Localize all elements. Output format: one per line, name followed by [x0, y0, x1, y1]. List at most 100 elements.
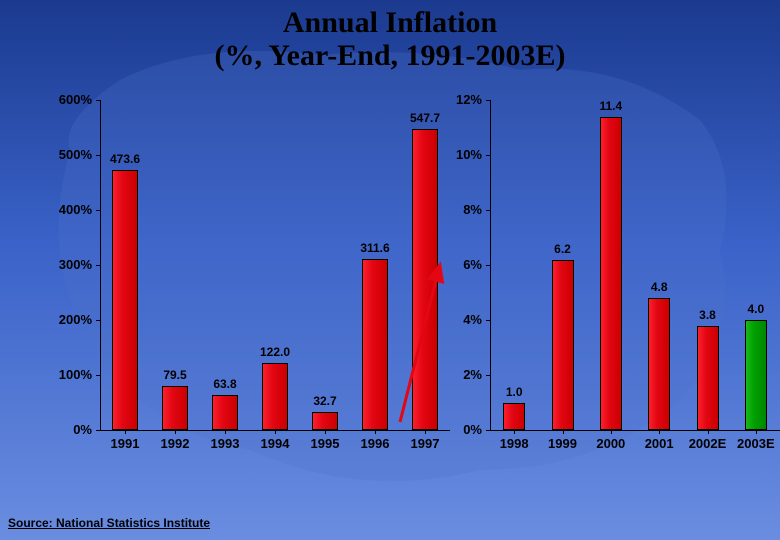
- y-tick-label: 600%: [59, 92, 92, 107]
- y-tick: [96, 210, 100, 211]
- x-tick: [175, 430, 176, 434]
- x-tick-label: 1994: [261, 436, 290, 451]
- title-line2: (%, Year-End, 1991-2003E): [0, 39, 780, 72]
- bar: [600, 117, 622, 431]
- bar: [552, 260, 574, 431]
- x-tick-label: 2003E: [737, 436, 775, 451]
- y-tick-label: 4%: [463, 312, 482, 327]
- y-axis: [100, 100, 101, 430]
- x-tick: [425, 430, 426, 434]
- bar-body: [312, 412, 338, 430]
- bar: [362, 259, 388, 430]
- y-tick: [96, 100, 100, 101]
- trend-arrow: [40, 100, 450, 460]
- y-tick-label: 200%: [59, 312, 92, 327]
- bar-body: [648, 298, 670, 430]
- x-tick-label: 1998: [500, 436, 529, 451]
- y-tick: [486, 375, 490, 376]
- charts-container: 0%100%200%300%400%500%600%473.6199179.51…: [40, 100, 760, 480]
- bar: [312, 412, 338, 430]
- x-axis: [490, 430, 780, 431]
- value-label: 122.0: [260, 345, 290, 359]
- y-tick: [96, 265, 100, 266]
- title-line1: Annual Inflation: [283, 6, 497, 39]
- source-label: Source: National Statistics Institute: [8, 516, 210, 530]
- value-label: 63.8: [213, 377, 236, 391]
- value-label: 1.0: [506, 385, 523, 399]
- x-tick: [225, 430, 226, 434]
- bar: [212, 395, 238, 430]
- bar-body: [745, 320, 767, 430]
- value-label: 3.8: [699, 308, 716, 322]
- y-tick: [486, 210, 490, 211]
- x-tick-label: 1997: [411, 436, 440, 451]
- value-label: 473.6: [110, 152, 140, 166]
- value-label: 79.5: [163, 368, 186, 382]
- y-tick-label: 6%: [463, 257, 482, 272]
- left-chart: 0%100%200%300%400%500%600%473.6199179.51…: [40, 100, 450, 460]
- x-tick-label: 1995: [311, 436, 340, 451]
- value-label: 4.8: [651, 280, 668, 294]
- bar-body: [697, 326, 719, 431]
- x-tick: [514, 430, 515, 434]
- y-tick-label: 8%: [463, 202, 482, 217]
- y-tick: [486, 100, 490, 101]
- bar-body: [212, 395, 238, 430]
- bar-body: [503, 403, 525, 431]
- y-tick-label: 12%: [456, 92, 482, 107]
- value-label: 32.7: [313, 394, 336, 408]
- y-tick-label: 0%: [73, 422, 92, 437]
- y-tick-label: 10%: [456, 147, 482, 162]
- x-tick-label: 1993: [211, 436, 240, 451]
- bar: [162, 386, 188, 430]
- y-tick-label: 100%: [59, 367, 92, 382]
- y-tick: [96, 375, 100, 376]
- x-tick: [325, 430, 326, 434]
- bar-body: [412, 129, 438, 430]
- y-tick: [96, 155, 100, 156]
- chart-title: Annual Inflation (%, Year-End, 1991-2003…: [0, 6, 780, 72]
- bar: [648, 298, 670, 430]
- bar: [503, 403, 525, 431]
- x-tick-label: 1992: [161, 436, 190, 451]
- x-tick: [659, 430, 660, 434]
- x-tick: [563, 430, 564, 434]
- x-tick: [611, 430, 612, 434]
- x-tick: [375, 430, 376, 434]
- x-tick-label: 1991: [111, 436, 140, 451]
- y-tick-label: 0%: [463, 422, 482, 437]
- x-tick-label: 2002E: [689, 436, 727, 451]
- y-tick-label: 300%: [59, 257, 92, 272]
- y-axis: [490, 100, 491, 430]
- bar-body: [162, 386, 188, 430]
- value-label: 11.4: [599, 99, 622, 113]
- x-tick: [275, 430, 276, 434]
- y-tick-label: 400%: [59, 202, 92, 217]
- x-tick-label: 1999: [548, 436, 577, 451]
- bar: [262, 363, 288, 430]
- y-tick: [486, 320, 490, 321]
- bar-body: [362, 259, 388, 430]
- x-tick: [708, 430, 709, 434]
- right-chart: 0%2%4%6%8%10%12%1.019986.2199911.420004.…: [450, 100, 760, 460]
- y-tick: [486, 430, 490, 431]
- value-label: 6.2: [554, 242, 571, 256]
- y-tick-label: 2%: [463, 367, 482, 382]
- value-label: 311.6: [360, 241, 389, 255]
- y-tick: [486, 265, 490, 266]
- value-label: 4.0: [747, 302, 764, 316]
- bar: [412, 129, 438, 430]
- bar-body: [262, 363, 288, 430]
- bar-body: [600, 117, 622, 431]
- y-tick: [96, 430, 100, 431]
- x-tick-label: 2001: [645, 436, 674, 451]
- bar: [697, 326, 719, 431]
- bar: [112, 170, 138, 430]
- x-tick: [756, 430, 757, 434]
- y-tick: [486, 155, 490, 156]
- x-tick: [125, 430, 126, 434]
- bar: [745, 320, 767, 430]
- y-tick-label: 500%: [59, 147, 92, 162]
- y-tick: [96, 320, 100, 321]
- x-tick-label: 1996: [361, 436, 390, 451]
